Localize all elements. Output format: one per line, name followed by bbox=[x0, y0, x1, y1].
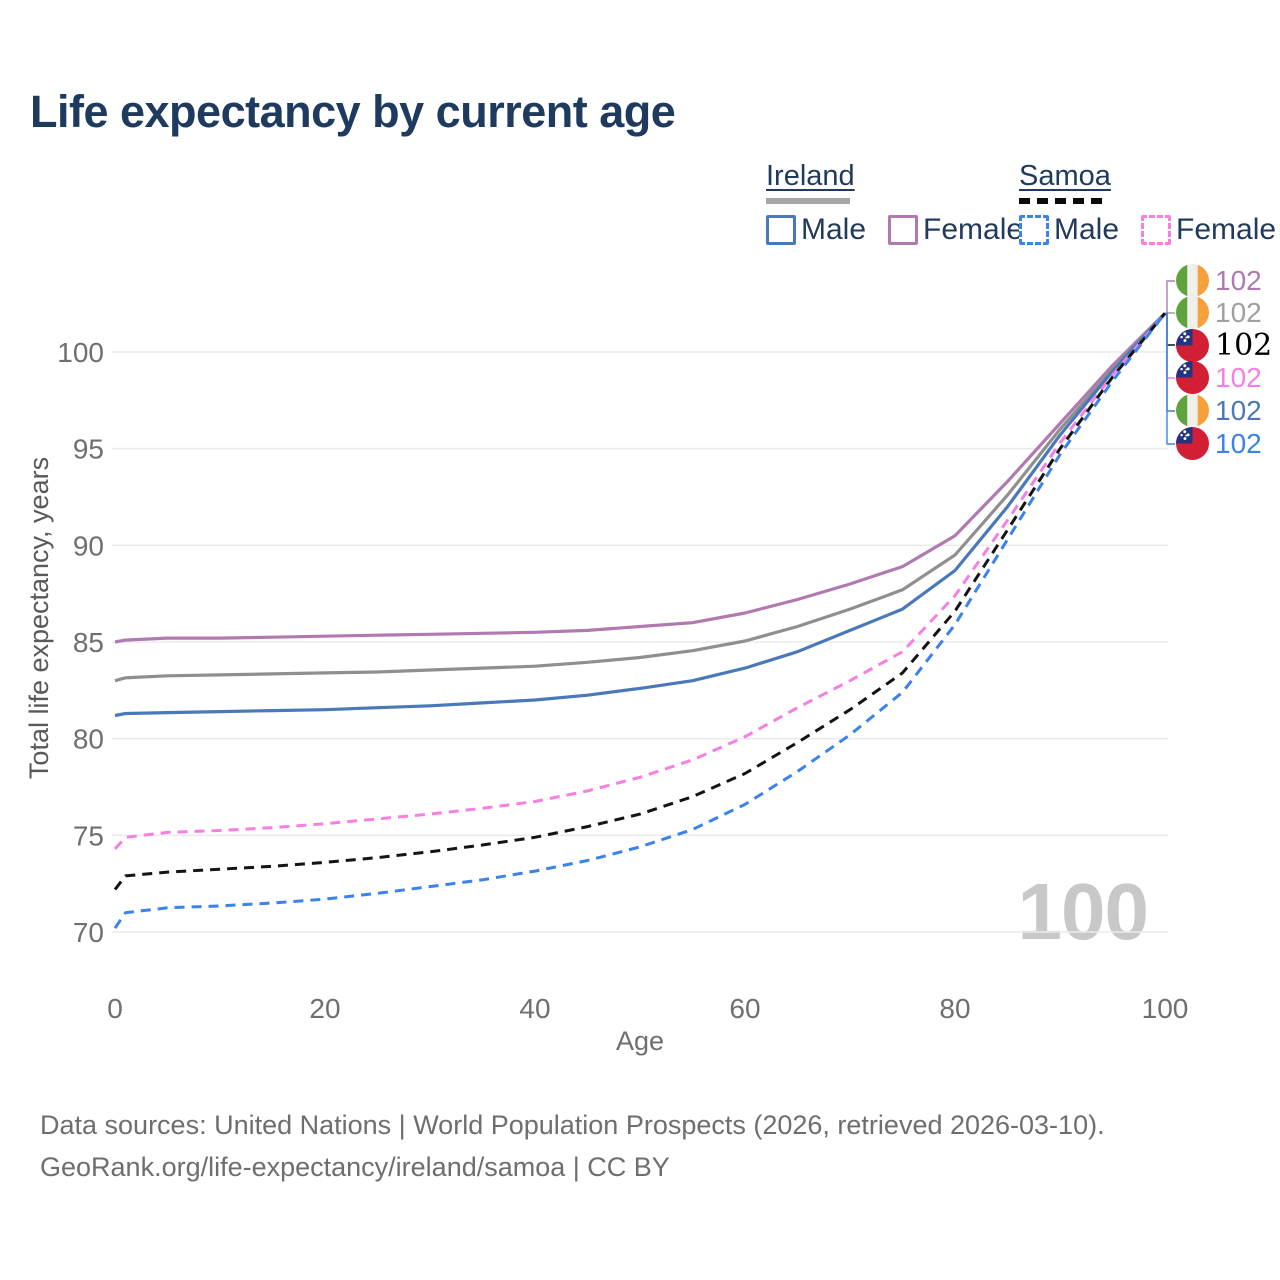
end-label-row-2: 102 bbox=[1176, 328, 1272, 363]
end-label-row-1: 102 bbox=[1176, 296, 1262, 329]
end-label-value: 102 bbox=[1215, 427, 1262, 459]
legend-item-label: Female bbox=[923, 213, 1024, 246]
series-line-samoa-male[interactable] bbox=[113, 312, 1167, 929]
legend-item-label: Male bbox=[1054, 213, 1120, 246]
ireland-flag-icon bbox=[1176, 394, 1209, 427]
y-tick-label-80: 80 bbox=[73, 724, 104, 755]
series-line-ireland-both-sexes[interactable] bbox=[114, 312, 1167, 683]
ireland-flag-icon bbox=[1176, 296, 1209, 329]
legend-item-label: Male bbox=[801, 213, 867, 246]
y-tick-label-75: 75 bbox=[73, 820, 104, 851]
samoa-flag-icon bbox=[1176, 361, 1209, 394]
end-label-value: 102 bbox=[1215, 361, 1262, 393]
page-title: Life expectancy by current age bbox=[30, 86, 676, 137]
footer: Data sources: United Nations | World Pop… bbox=[40, 1104, 1105, 1188]
y-tick-label-70: 70 bbox=[73, 917, 104, 948]
legend-item-ireland-female[interactable]: Female bbox=[888, 213, 1023, 247]
series-line-samoa-female[interactable] bbox=[113, 312, 1167, 850]
series-line-ireland-male[interactable] bbox=[114, 312, 1167, 718]
footer-data-sources: Data sources: United Nations | World Pop… bbox=[40, 1110, 1105, 1140]
series-line-samoa-both-sexes[interactable] bbox=[113, 312, 1167, 891]
end-label-value: 102 bbox=[1215, 328, 1273, 363]
end-label-value: 102 bbox=[1215, 296, 1262, 328]
ireland-flag-icon bbox=[1176, 264, 1209, 297]
ireland-female-swatch-icon bbox=[888, 215, 919, 245]
ireland-male-swatch-icon bbox=[766, 215, 796, 245]
leader-line-5 bbox=[1165, 312, 1175, 445]
x-tick-label-80: 80 bbox=[939, 993, 970, 1024]
x-tick-label-100: 100 bbox=[1142, 993, 1189, 1024]
legend-item-samoa-female[interactable]: Female bbox=[1141, 213, 1276, 247]
x-tick-label-20: 20 bbox=[309, 993, 340, 1024]
samoa-male-swatch-icon bbox=[1019, 215, 1049, 245]
series-line-ireland-female[interactable] bbox=[114, 312, 1167, 644]
legend-item-label: Female bbox=[1176, 213, 1277, 246]
legend-header-ireland: Ireland bbox=[766, 160, 855, 192]
x-tick-label-40: 40 bbox=[519, 993, 550, 1024]
footer-attribution: GeoRank.org/life-expectancy/ireland/samo… bbox=[40, 1152, 670, 1182]
legend-group-ireland: Ireland Male Female bbox=[766, 160, 1023, 247]
age-counter: 100 bbox=[1017, 867, 1149, 956]
end-label-row-0: 102 bbox=[1176, 264, 1262, 297]
legend-group-samoa: Samoa Male Female bbox=[1019, 160, 1276, 247]
x-axis-title: Age bbox=[616, 1026, 664, 1056]
y-axis-title: Total life expectancy, years bbox=[24, 457, 54, 779]
y-tick-label-90: 90 bbox=[73, 530, 104, 561]
legend-linestyle-solid bbox=[766, 198, 850, 204]
leader-line-0 bbox=[1165, 280, 1175, 315]
samoa-flag-icon bbox=[1176, 329, 1209, 362]
legend-item-ireland-male[interactable]: Male bbox=[766, 213, 866, 247]
end-label-row-3: 102 bbox=[1176, 361, 1262, 394]
end-label-row-4: 102 bbox=[1176, 394, 1262, 427]
x-tick-label-0: 0 bbox=[107, 993, 123, 1024]
y-tick-label-85: 85 bbox=[73, 627, 104, 658]
legend-linestyle-dashed bbox=[1019, 198, 1103, 204]
end-label-value: 102 bbox=[1215, 264, 1262, 296]
y-tick-label-100: 100 bbox=[57, 337, 104, 368]
samoa-flag-icon bbox=[1176, 427, 1209, 460]
end-label-value: 102 bbox=[1215, 394, 1262, 426]
legend-item-samoa-male[interactable]: Male bbox=[1019, 213, 1119, 247]
samoa-female-swatch-icon bbox=[1141, 215, 1172, 245]
end-label-row-5: 102 bbox=[1176, 427, 1262, 460]
y-tick-label-95: 95 bbox=[73, 434, 104, 465]
x-tick-label-60: 60 bbox=[729, 993, 760, 1024]
legend-header-samoa: Samoa bbox=[1019, 160, 1111, 192]
